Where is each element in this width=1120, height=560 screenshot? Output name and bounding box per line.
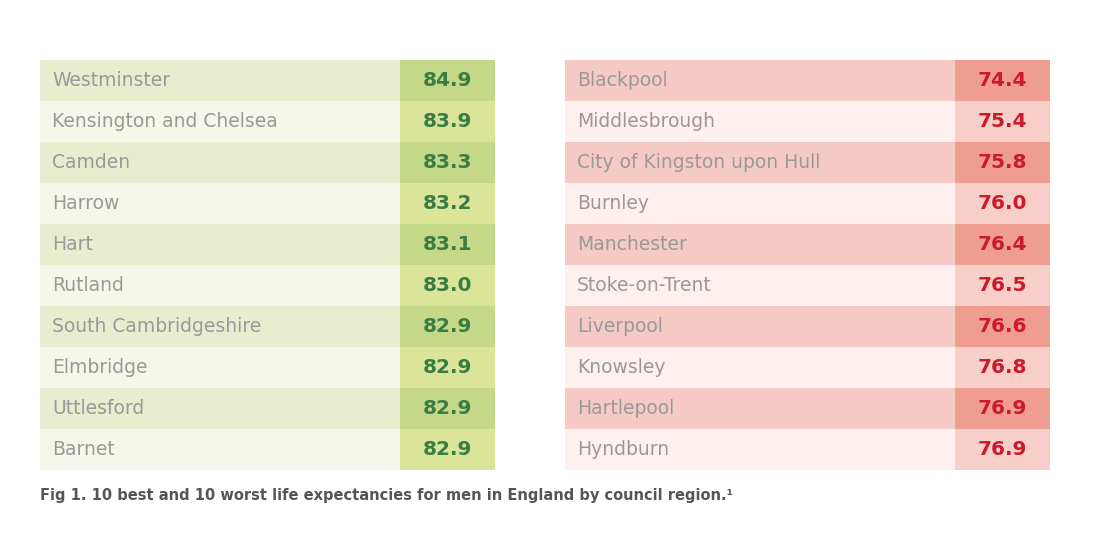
Text: Middlesbrough: Middlesbrough xyxy=(577,112,715,131)
Bar xyxy=(40,142,400,183)
Text: 76.6: 76.6 xyxy=(978,317,1027,336)
Text: 75.8: 75.8 xyxy=(978,153,1027,172)
Bar xyxy=(40,224,400,265)
Bar xyxy=(955,183,1051,224)
Bar xyxy=(564,347,955,388)
Text: Fig 1. 10 best and 10 worst life expectancies for men in England by council regi: Fig 1. 10 best and 10 worst life expecta… xyxy=(40,488,734,503)
Text: 82.9: 82.9 xyxy=(423,358,473,377)
Bar xyxy=(564,265,955,306)
Text: Manchester: Manchester xyxy=(577,235,687,254)
Text: 83.3: 83.3 xyxy=(422,153,473,172)
Bar xyxy=(564,183,955,224)
Bar xyxy=(955,60,1051,101)
Bar xyxy=(564,142,955,183)
Bar xyxy=(564,388,955,429)
Bar xyxy=(955,224,1051,265)
Text: Harrow: Harrow xyxy=(52,194,120,213)
Text: Hartlepool: Hartlepool xyxy=(577,399,674,418)
Bar xyxy=(40,265,400,306)
Bar xyxy=(564,60,955,101)
Text: 83.1: 83.1 xyxy=(422,235,473,254)
Text: Rutland: Rutland xyxy=(52,276,124,295)
Bar xyxy=(955,388,1051,429)
Text: 82.9: 82.9 xyxy=(423,317,473,336)
Bar xyxy=(955,265,1051,306)
Text: Camden: Camden xyxy=(52,153,130,172)
Bar xyxy=(40,429,400,470)
Text: Barnet: Barnet xyxy=(52,440,114,459)
Text: Knowsley: Knowsley xyxy=(577,358,665,377)
Bar xyxy=(400,142,495,183)
Bar xyxy=(40,388,400,429)
Bar xyxy=(400,388,495,429)
Bar xyxy=(40,347,400,388)
Bar xyxy=(400,265,495,306)
Text: Uttlesford: Uttlesford xyxy=(52,399,144,418)
Bar xyxy=(564,101,955,142)
Text: 76.4: 76.4 xyxy=(978,235,1027,254)
Bar xyxy=(40,306,400,347)
Text: 75.4: 75.4 xyxy=(978,112,1027,131)
Bar xyxy=(40,183,400,224)
Bar xyxy=(400,183,495,224)
Text: Elmbridge: Elmbridge xyxy=(52,358,148,377)
Text: Blackpool: Blackpool xyxy=(577,71,668,90)
Bar xyxy=(400,306,495,347)
Bar xyxy=(955,347,1051,388)
Text: South Cambridgeshire: South Cambridgeshire xyxy=(52,317,261,336)
Bar xyxy=(400,60,495,101)
Bar xyxy=(955,142,1051,183)
Text: 76.8: 76.8 xyxy=(978,358,1027,377)
Text: Hart: Hart xyxy=(52,235,93,254)
Bar xyxy=(400,224,495,265)
Text: 82.9: 82.9 xyxy=(423,440,473,459)
Bar xyxy=(955,429,1051,470)
Bar xyxy=(400,101,495,142)
Text: 83.9: 83.9 xyxy=(423,112,473,131)
Bar xyxy=(40,60,400,101)
Bar xyxy=(40,101,400,142)
Text: Stoke-on-Trent: Stoke-on-Trent xyxy=(577,276,711,295)
Bar xyxy=(955,306,1051,347)
Text: 84.9: 84.9 xyxy=(423,71,473,90)
Text: Kensington and Chelsea: Kensington and Chelsea xyxy=(52,112,278,131)
Bar xyxy=(564,429,955,470)
Text: 83.0: 83.0 xyxy=(422,276,473,295)
Text: 76.9: 76.9 xyxy=(978,399,1027,418)
Text: 76.0: 76.0 xyxy=(978,194,1027,213)
Bar xyxy=(400,429,495,470)
Bar xyxy=(564,224,955,265)
Bar xyxy=(400,347,495,388)
Bar xyxy=(564,306,955,347)
Text: City of Kingston upon Hull: City of Kingston upon Hull xyxy=(577,153,820,172)
Text: Hyndburn: Hyndburn xyxy=(577,440,669,459)
Text: 76.9: 76.9 xyxy=(978,440,1027,459)
Text: 74.4: 74.4 xyxy=(978,71,1027,90)
Text: Westminster: Westminster xyxy=(52,71,170,90)
Text: Liverpool: Liverpool xyxy=(577,317,663,336)
Text: 83.2: 83.2 xyxy=(422,194,473,213)
Text: 76.5: 76.5 xyxy=(978,276,1027,295)
Text: Burnley: Burnley xyxy=(577,194,648,213)
Text: 82.9: 82.9 xyxy=(423,399,473,418)
Bar xyxy=(955,101,1051,142)
